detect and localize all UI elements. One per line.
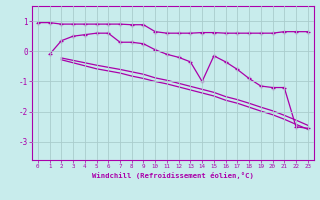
X-axis label: Windchill (Refroidissement éolien,°C): Windchill (Refroidissement éolien,°C)	[92, 172, 254, 179]
